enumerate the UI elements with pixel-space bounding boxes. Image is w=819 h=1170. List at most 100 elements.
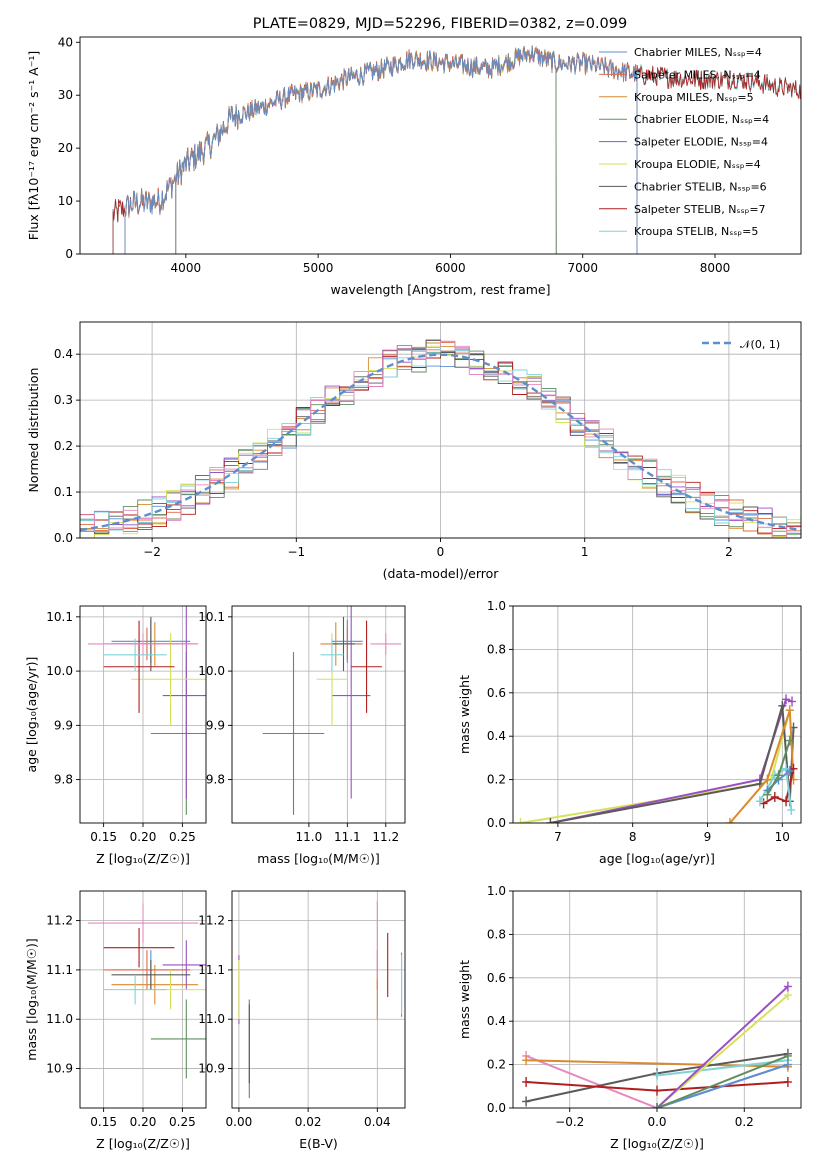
y-axis-label: mass weight [457,960,472,1039]
weight-line-salpeter-stelib [763,768,795,805]
x-tick-label: −1 [287,545,305,559]
y-tick-label: 0.4 [487,729,506,743]
x-tick-label: −2 [143,545,161,559]
y-tick-label: 10.0 [46,664,73,678]
axes-frame [512,890,802,1109]
x-tick-label: 0 [437,545,445,559]
y-tick-label: 11.0 [46,1012,73,1026]
y-axis-label: mass [log₁₀(M/M☉)] [24,938,39,1060]
legend-label: Kroupa STELIB, Nₛₛₚ=5 [634,225,758,238]
errorbar-kroupa-stelib [103,974,167,1005]
figure-title: PLATE=0829, MJD=52296, FIBERID=0382, z=0… [253,16,627,32]
x-tick-label: 6000 [435,261,466,275]
legend-label: 𝒩(0, 1) [740,338,780,351]
y-tick-label: 9.8 [206,773,225,787]
y-tick-label: 0.4 [54,347,73,361]
weight-line-salpeter-elodie [656,985,789,1108]
x-tick-label: 7 [554,830,562,844]
x-tick-label: 11.2 [372,830,399,844]
spectrum-line-chabrier-elodie [175,45,557,254]
errorbar-kroupa-miles [111,964,199,1005]
y-tick-label: 0.0 [54,531,73,545]
y-tick-label: 0.1 [54,485,73,499]
x-tick-label: 0.04 [364,1115,391,1129]
errorbar-salpeter-elodie [162,940,206,990]
legend-label: Salpeter ELODIE, Nₛₛₚ=4 [634,136,768,149]
errorbar-extra [87,633,199,655]
y-tick-label: 9.8 [54,773,73,787]
errorbar-salpeter-stelib [103,927,175,968]
x-axis-label: Z [log₁₀(Z/Z☉)] [96,1136,190,1151]
errorbar-chabrier-elodie [150,999,206,1079]
weight-line-salpeter-elodie [550,698,793,823]
y-axis-label: age [log₁₀(age/yr)] [24,657,39,773]
y-tick-label: 10.0 [198,664,225,678]
y-tick-label: 0.0 [487,1101,506,1115]
x-tick-label: 0.02 [295,1115,322,1129]
errorbar-extra [87,903,199,943]
x-tick-label: 1 [581,545,589,559]
y-tick-label: 0.8 [487,927,506,941]
spectrum-line-kroupa-elodie [175,46,557,254]
plot-area [522,981,792,1108]
plot-area [238,900,403,1099]
x-tick-label: 0.15 [90,1115,117,1129]
axes-frame [79,890,207,1109]
legend-label: Chabrier ELODIE, Nₛₛₚ=4 [634,113,769,126]
errorbar-chabrier-elodie [262,652,325,815]
y-tick-label: 11.2 [198,914,225,928]
y-axis-label: Flux [fλ10⁻¹⁷ erg cm⁻² s⁻¹ A⁻¹] [26,51,41,240]
panel-mass_vs_Z: 0.15 0.20 0.25 10.9 11.0 11.1 11.2 Z [log₁₀(Z/Z… [24,890,207,1151]
x-axis-label: wavelength [Angstrom, rest frame] [330,282,550,297]
y-tick-label: 10.1 [198,610,225,624]
y-tick-label: 11.1 [46,963,73,977]
legend-label: Salpeter MILES, Nₛₛₚ=4 [634,68,761,81]
y-axis-label: mass weight [457,675,472,754]
weight-line-kroupa-stelib [656,1059,789,1077]
axes-frame [79,321,802,539]
x-tick-label: 0.20 [130,1115,157,1129]
x-tick-label: 0.25 [169,830,196,844]
y-tick-label: 1.0 [487,599,506,613]
spectrum-line-chabrier-miles [124,45,638,254]
spectrum-line-salpeter-elodie [175,47,557,254]
x-tick-label: 0.0 [647,1115,666,1129]
panel-mass_vs_ebv: 0.00 0.02 0.04 10.9 11.0 11.1 11.2 E(B-V) [198,890,406,1151]
x-tick-label: 0.25 [169,1115,196,1129]
y-tick-label: 11.2 [46,914,73,928]
y-tick-label: 10.9 [46,1062,73,1076]
y-tick-label: 10.1 [46,610,73,624]
x-axis-label: Z [log₁₀(Z/Z☉)] [96,851,190,866]
errorbar-salpeter-stelib [351,620,382,713]
x-axis-label: age [log₁₀(age/yr)] [599,851,715,866]
errorbar-chabrier-stelib [111,960,191,990]
axes-frame [231,890,406,1109]
x-axis-label: Z [log₁₀(Z/Z☉)] [610,1136,704,1151]
y-tick-label: 10 [58,194,73,208]
weight-line-chabrier-stelib [550,705,795,823]
x-tick-label: −0.2 [555,1115,584,1129]
panel-age_vs_Z: 0.15 0.20 0.25 9.8 9.9 10.0 10.1 Z [log₁₀(Z/Z☉)… [24,605,207,866]
x-axis-label: mass [log₁₀(M/M☉)] [257,851,379,866]
y-tick-label: 1.0 [487,884,506,898]
y-tick-label: 9.9 [206,718,225,732]
x-tick-label: 2 [725,545,733,559]
errorbar-extra [370,633,402,655]
weight-line-kroupa-elodie [520,709,791,823]
y-tick-label: 20 [58,141,73,155]
y-tick-label: 0.8 [487,642,506,656]
x-tick-label: 11.0 [296,830,323,844]
y-tick-label: 11.0 [198,1012,225,1026]
axes-frame [79,36,802,255]
panel-weight_vs_age: 7 8 9 10 0.0 0.2 0.4 0.6 0.8 1.0 age [log₁₀(age/yr… [457,599,802,866]
x-axis-label: (data-model)/error [383,566,500,581]
legend-label: Salpeter STELIB, Nₛₛₚ=7 [634,203,766,216]
y-tick-label: 10.9 [198,1062,225,1076]
y-tick-label: 0.4 [487,1014,506,1028]
x-tick-label: 8 [629,830,637,844]
legend-label: Chabrier MILES, Nₛₛₚ=4 [634,46,762,59]
errorbar-salpeter-stelib [103,620,175,713]
y-tick-label: 0.2 [54,439,73,453]
legend-label: Kroupa MILES, Nₛₛₚ=5 [634,91,754,104]
y-tick-label: 0.3 [54,393,73,407]
